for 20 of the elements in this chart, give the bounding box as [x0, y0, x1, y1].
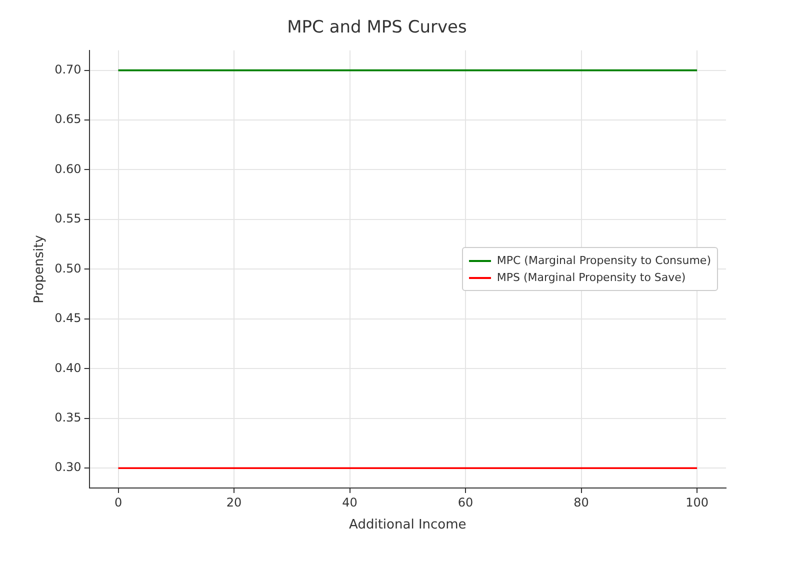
chart-title: MPC and MPS Curves	[287, 18, 467, 38]
x-tick-label: 60	[458, 495, 474, 510]
y-tick-label: 0.30	[54, 460, 82, 474]
x-axis-title: Additional Income	[349, 518, 466, 533]
legend-label: MPC (Marginal Propensity to Consume)	[496, 253, 711, 270]
x-tick-label: 20	[226, 495, 242, 510]
y-tick-label: 0.60	[54, 162, 82, 176]
x-tick-label: 40	[342, 495, 358, 510]
y-tick-label: 0.70	[54, 62, 82, 76]
x-tick-label: 0	[114, 495, 122, 510]
legend-label: MPS (Marginal Propensity to Save)	[496, 270, 686, 286]
y-tick-label: 0.65	[54, 112, 82, 126]
y-tick-label: 0.35	[54, 410, 82, 425]
y-tick-label: 0.40	[54, 360, 82, 375]
x-tick-label: 80	[574, 495, 589, 510]
y-tick-label: 0.45	[54, 311, 82, 326]
y-axis-title: Propensity	[32, 234, 48, 304]
y-tick-label: 0.55	[54, 212, 82, 226]
y-tick-label: 0.50	[54, 261, 82, 276]
x-tick-label: 100	[686, 495, 709, 510]
